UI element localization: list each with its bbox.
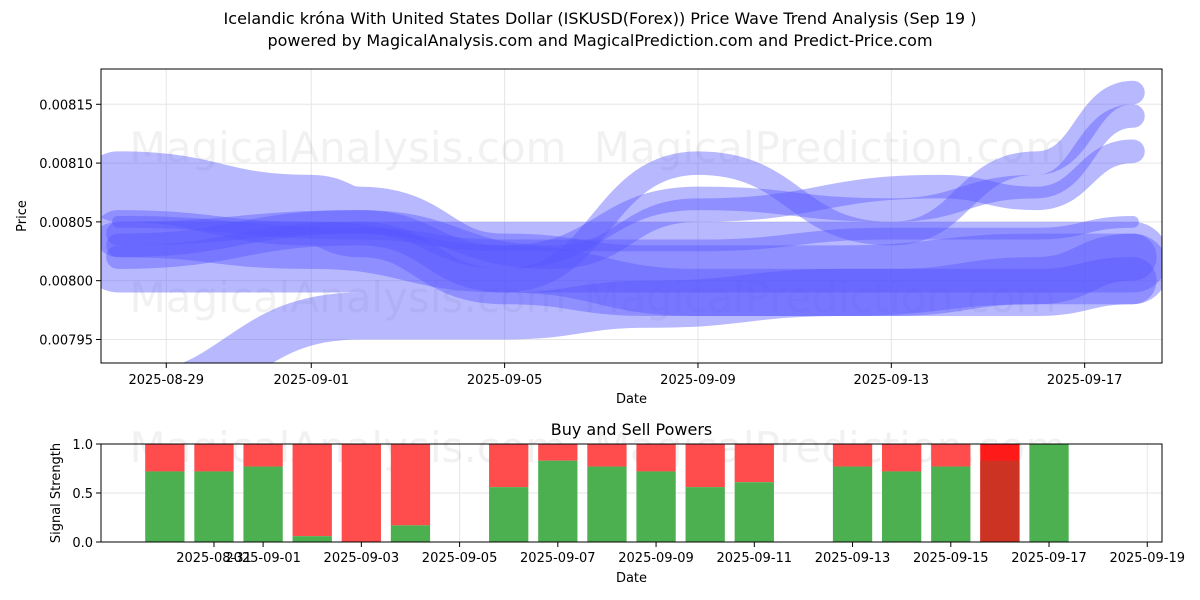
sell-bar (194, 444, 234, 472)
sell-bar (734, 444, 774, 483)
sell-bar (685, 444, 725, 488)
buy-sell-chart: MagicalAnalysis.comMagicalPrediction.com… (49, 420, 1185, 586)
sell-bar (341, 444, 381, 542)
buy-bar (243, 466, 283, 542)
sell-bar (390, 444, 431, 526)
x-tick-label: 2025-09-07 (520, 551, 596, 566)
buy-bar (832, 466, 873, 542)
sell-bar (292, 444, 332, 537)
buy-bar (292, 536, 332, 542)
sell-bar (980, 460, 1020, 542)
plot-frame (100, 68, 1163, 364)
sell-bar (145, 444, 185, 472)
x-tick-label: 2025-09-05 (467, 373, 543, 388)
wave-series-line (106, 104, 1145, 269)
x-tick-label: 2025-09-09 (618, 551, 694, 566)
chart-subtitle: powered by MagicalAnalysis.com and Magic… (267, 31, 933, 50)
watermark-text: MagicalAnalysis.com (130, 123, 567, 172)
sell-bar (243, 444, 283, 467)
buy-bar (636, 471, 676, 542)
watermark-text: MagicalPrediction.com (594, 123, 1067, 172)
chart-title: Icelandic króna With United States Dolla… (223, 9, 977, 28)
x-tick-label: 2025-09-09 (660, 373, 736, 388)
wave-series-line (106, 80, 1145, 293)
x-tick-label: 2025-09-03 (324, 551, 400, 566)
y-tick-label: 1.0 (72, 438, 93, 453)
wave-series-line (106, 139, 1145, 269)
buy-bar (587, 466, 627, 542)
buy-bar (538, 460, 578, 542)
wave-series-line (182, 257, 1157, 363)
watermark-text: MagicalPrediction.com (584, 273, 1057, 322)
buy-bar (931, 466, 971, 542)
buy-bar (734, 482, 774, 542)
x-tick-label: 2025-09-01 (273, 373, 349, 388)
y-axis-label: Price (15, 200, 30, 232)
sell-bar (489, 444, 529, 488)
y-tick-label: 0.00805 (39, 216, 93, 231)
price-wave-chart: MagicalAnalysis.com MagicalPrediction.com… (15, 68, 1163, 407)
wave-series-line (101, 210, 1157, 316)
x-axis-label: Date (616, 571, 647, 586)
buy-bar (145, 471, 185, 542)
wave-series-group (101, 80, 1162, 363)
watermark-text: MagicalAnalysis.com (130, 273, 567, 322)
sell-bar (587, 444, 627, 467)
bar-chart-title: Buy and Sell Powers (551, 420, 713, 439)
x-tick-label: 2025-09-15 (913, 551, 989, 566)
x-tick-label: 2025-09-11 (717, 551, 793, 566)
y-axis-label: Signal Strength (49, 443, 64, 543)
x-tick-label: 2025-09-05 (422, 551, 498, 566)
buy-bar (685, 487, 725, 542)
sell-bar (882, 444, 922, 472)
x-tick-label: 2025-08-29 (128, 373, 204, 388)
sell-bar (931, 444, 971, 467)
x-tick-label: 2025-09-01 (225, 551, 301, 566)
x-tick-label: 2025-08-31 (176, 551, 252, 566)
x-tick-label: 2025-09-17 (1047, 373, 1123, 388)
y-tick-label: 0.00795 (39, 333, 93, 348)
x-tick-label: 2025-09-17 (1011, 551, 1087, 566)
sell-bar (832, 444, 873, 467)
y-tick-label: 0.0 (72, 536, 93, 551)
y-tick-label: 0.5 (72, 487, 93, 502)
buy-bar (882, 471, 922, 542)
wave-series-line (101, 151, 1162, 316)
y-tick-label: 0.00815 (39, 98, 93, 113)
buy-bar (489, 487, 529, 542)
y-tick-label: 0.00810 (39, 157, 93, 172)
x-tick-label: 2025-09-19 (1109, 551, 1185, 566)
sell-bar (538, 444, 578, 461)
buy-bar (1029, 444, 1069, 542)
x-axis-label: Date (616, 392, 647, 407)
buy-bar (194, 471, 234, 542)
x-tick-label: 2025-09-13 (815, 551, 891, 566)
y-tick-label: 0.00800 (39, 275, 93, 290)
wave-series-line (112, 216, 1139, 252)
buy-bar (390, 525, 431, 542)
sell-bar (636, 444, 676, 472)
x-tick-label: 2025-09-13 (854, 373, 930, 388)
